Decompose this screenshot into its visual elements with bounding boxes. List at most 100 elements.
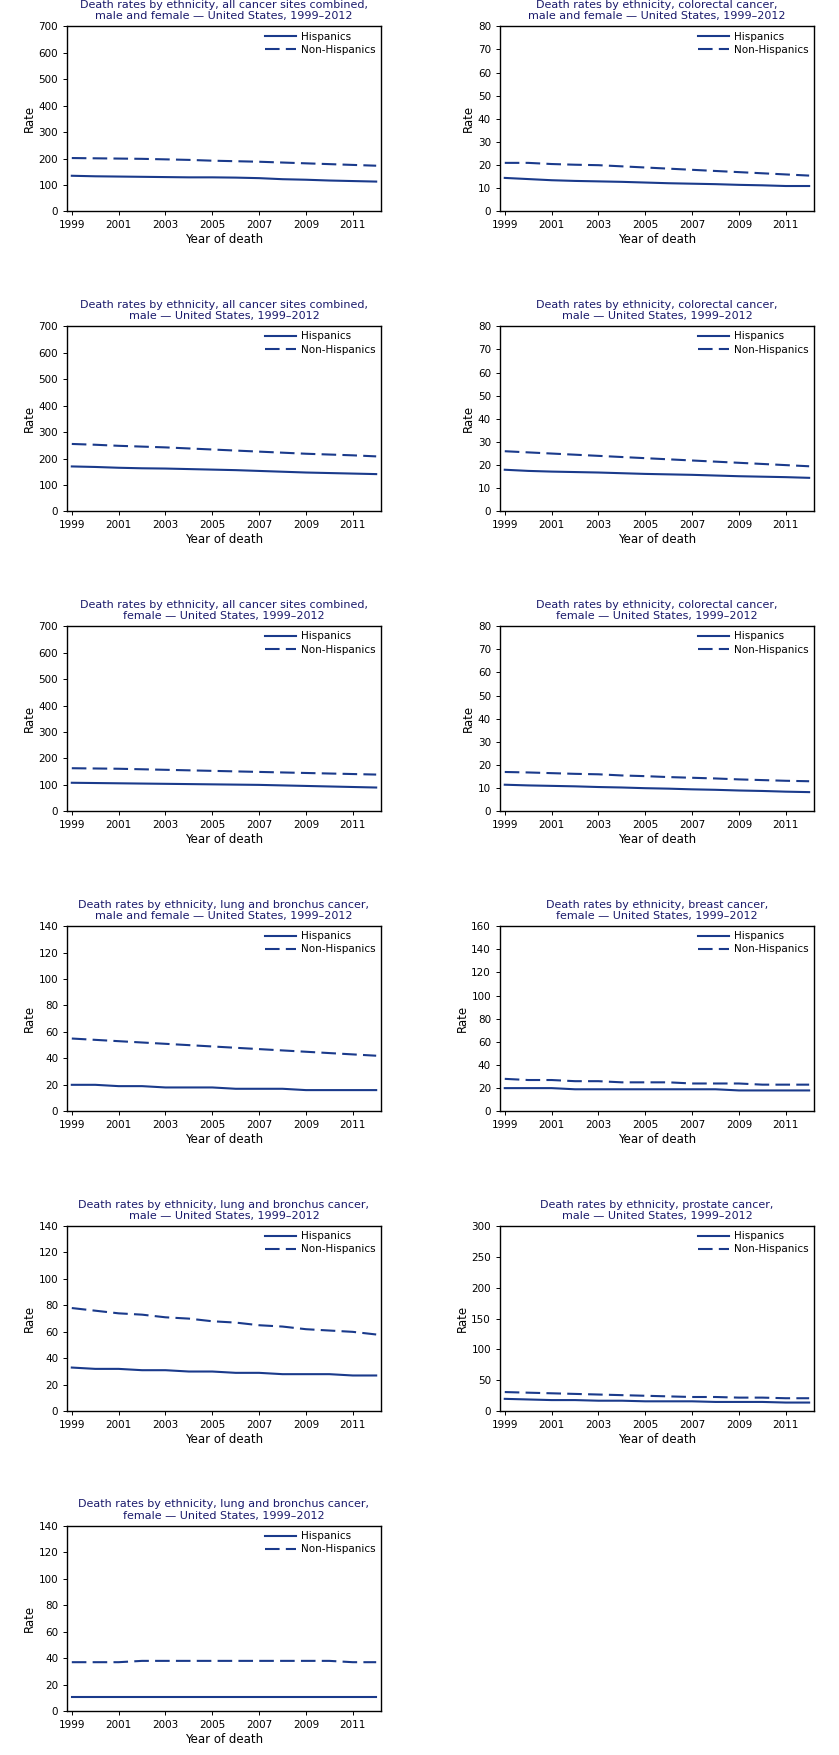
Hispanics [67,772,77,793]
Hispanics [664,1079,674,1100]
Title: Death rates by ethnicity, all cancer sites combined,
female — United States, 199: Death rates by ethnicity, all cancer sit… [80,600,368,621]
Non-Hispanics [325,444,335,465]
Line: Non-Hispanics: Non-Hispanics [505,451,809,467]
Non-Hispanics [67,433,77,455]
Hispanics [546,462,556,483]
Hispanics [758,176,768,197]
Hispanics [687,1390,697,1411]
Line: Non-Hispanics: Non-Hispanics [505,1392,809,1399]
Hispanics [804,781,814,802]
Non-Hispanics [231,1313,241,1334]
Hispanics [301,168,311,190]
Hispanics [347,1079,357,1100]
Hispanics [160,458,170,479]
Hispanics [804,1079,814,1100]
Hispanics [664,172,674,193]
Hispanics [734,1392,744,1413]
Hispanics [90,456,100,477]
Non-Hispanics [758,1074,768,1095]
Non-Hispanics [301,1041,311,1062]
Non-Hispanics [278,1316,288,1337]
Hispanics [113,1358,123,1379]
Hispanics [254,1687,264,1708]
Non-Hispanics [617,765,627,786]
Title: Death rates by ethnicity, breast cancer,
female — United States, 1999–2012: Death rates by ethnicity, breast cancer,… [546,900,768,921]
Hispanics [687,465,697,486]
Legend: Hispanics, Non-Hispanics: Hispanics, Non-Hispanics [264,32,376,54]
Hispanics [640,1390,650,1411]
Hispanics [231,1362,241,1383]
Hispanics [711,779,721,800]
Legend: Hispanics, Non-Hispanics: Hispanics, Non-Hispanics [697,32,809,54]
Line: Hispanics: Hispanics [505,784,809,792]
Hispanics [734,174,744,195]
Hispanics [617,1079,627,1100]
Non-Hispanics [137,758,147,779]
Hispanics [640,777,650,799]
Non-Hispanics [325,1650,335,1671]
Line: Non-Hispanics: Non-Hispanics [72,1307,376,1334]
Hispanics [254,1362,264,1383]
Hispanics [371,170,381,191]
Hispanics [301,776,311,797]
Non-Hispanics [301,762,311,783]
Hispanics [546,776,556,797]
Line: Hispanics: Hispanics [505,177,809,186]
Hispanics [664,1390,674,1411]
Non-Hispanics [570,1071,580,1092]
Non-Hispanics [184,1650,194,1671]
Non-Hispanics [804,165,814,186]
Non-Hispanics [734,769,744,790]
Non-Hispanics [278,442,288,463]
Hispanics [711,1392,721,1413]
Non-Hispanics [546,763,556,784]
Hispanics [758,1079,768,1100]
Hispanics [160,1078,170,1099]
Title: Death rates by ethnicity, lung and bronchus cancer,
female — United States, 1999: Death rates by ethnicity, lung and bronc… [79,1499,369,1522]
Non-Hispanics [231,151,241,172]
Hispanics [664,463,674,484]
Hispanics [231,1687,241,1708]
Non-Hispanics [184,149,194,170]
Hispanics [804,1392,814,1413]
Non-Hispanics [664,1072,674,1093]
Non-Hispanics [711,1386,721,1408]
Non-Hispanics [711,1072,721,1093]
Non-Hispanics [231,762,241,783]
Non-Hispanics [67,1297,77,1318]
Hispanics [207,1360,217,1381]
Non-Hispanics [781,1074,791,1095]
Hispanics [371,777,381,799]
Hispanics [781,1079,791,1100]
Title: Death rates by ethnicity, colorectal cancer,
male and female — United States, 19: Death rates by ethnicity, colorectal can… [529,0,785,21]
Non-Hispanics [207,1035,217,1057]
Hispanics [734,1079,744,1100]
Non-Hispanics [640,448,650,469]
Line: Non-Hispanics: Non-Hispanics [505,163,809,176]
Hispanics [207,1078,217,1099]
Non-Hispanics [640,156,650,177]
Hispanics [325,1079,335,1100]
Non-Hispanics [371,1046,381,1067]
Non-Hispanics [207,1311,217,1332]
Hispanics [570,462,580,483]
Non-Hispanics [617,156,627,177]
Non-Hispanics [325,1042,335,1064]
Hispanics [781,467,791,488]
Hispanics [113,772,123,793]
Non-Hispanics [734,161,744,183]
Non-Hispanics [347,1044,357,1065]
Hispanics [278,1078,288,1099]
Hispanics [711,174,721,195]
Non-Hispanics [804,1074,814,1095]
Non-Hispanics [593,154,603,176]
Legend: Hispanics, Non-Hispanics: Hispanics, Non-Hispanics [264,332,376,355]
Hispanics [546,1078,556,1099]
Non-Hispanics [500,1381,510,1402]
Non-Hispanics [664,1386,674,1408]
Hispanics [137,1076,147,1097]
Legend: Hispanics, Non-Hispanics: Hispanics, Non-Hispanics [697,332,809,355]
Y-axis label: Rate: Rate [462,105,475,132]
Hispanics [371,1365,381,1386]
Hispanics [593,462,603,483]
